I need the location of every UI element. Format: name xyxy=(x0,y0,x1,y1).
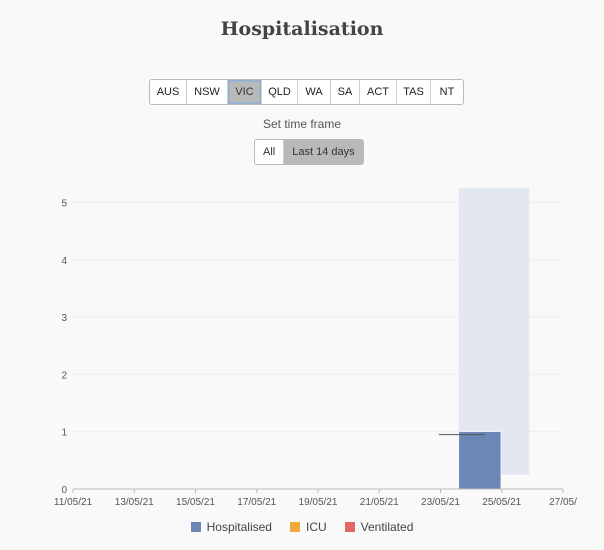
tab-qld[interactable]: QLD xyxy=(262,80,298,104)
legend-swatch-icu xyxy=(289,522,300,532)
tab-act[interactable]: ACT xyxy=(360,80,397,104)
tab-tas[interactable]: TAS xyxy=(397,80,431,104)
legend-swatch-hospitalised xyxy=(190,522,201,532)
legend-label-hospitalised: Hospitalised xyxy=(206,520,272,534)
legend-swatch-ventilated xyxy=(344,522,355,532)
x-tick-label: 25/05/21 xyxy=(482,497,521,508)
timeframe-toggle: All Last 14 days xyxy=(254,139,364,165)
x-tick-label: 23/05/21 xyxy=(421,497,460,508)
x-tick-label: 17/05/21 xyxy=(237,497,276,508)
tab-nt[interactable]: NT xyxy=(439,86,455,98)
x-tick-label: 15/05/21 xyxy=(176,497,215,508)
timeframe-label: Set time frame xyxy=(262,117,342,131)
tab-sa[interactable]: SA xyxy=(331,80,360,104)
page-title: Hospitalisation xyxy=(220,18,384,40)
state-tabs: AUS NSW VIC QLD WA SA ACT TAS NT xyxy=(149,79,464,105)
legend-item-icu[interactable]: ICU xyxy=(289,520,327,534)
hospitalisation-chart: 0 1 2 3 4 5 11/05/21 13/05/21 15/05/21 17/05/21 19… xyxy=(54,188,577,508)
tab-wa[interactable]: WA xyxy=(298,80,331,104)
y-tick-label: 0 xyxy=(61,485,67,496)
bar-hospitalised xyxy=(458,431,502,490)
x-tick-label: 21/05/21 xyxy=(360,497,399,508)
timeframe-last-14-days-button[interactable]: Last 14 days xyxy=(283,140,363,164)
y-tick-label: 2 xyxy=(61,370,67,381)
chart-legend: Hospitalised ICU Ventilated xyxy=(0,520,604,534)
legend-label-ventilated: Ventilated xyxy=(360,520,414,534)
highlight-band xyxy=(458,188,530,475)
tab-nsw[interactable]: NSW xyxy=(187,80,228,104)
y-tick-label: 5 xyxy=(61,199,67,210)
legend-item-ventilated[interactable]: Ventilated xyxy=(344,520,414,534)
y-tick-label: 4 xyxy=(61,256,67,267)
y-tick-label: 1 xyxy=(61,428,67,439)
legend-item-hospitalised[interactable]: Hospitalised xyxy=(190,520,272,534)
x-tick-label: 27/05/ xyxy=(549,497,577,508)
x-tick-label: 19/05/21 xyxy=(299,497,338,508)
tab-aus[interactable]: AUS xyxy=(150,80,187,104)
timeframe-all-button[interactable]: All xyxy=(263,146,276,158)
x-tick-label: 11/05/21 xyxy=(54,497,93,508)
tab-vic[interactable]: VIC xyxy=(228,80,262,104)
legend-label-icu: ICU xyxy=(305,520,327,534)
y-tick-label: 3 xyxy=(61,313,67,324)
x-tick-label: 13/05/21 xyxy=(115,497,154,508)
